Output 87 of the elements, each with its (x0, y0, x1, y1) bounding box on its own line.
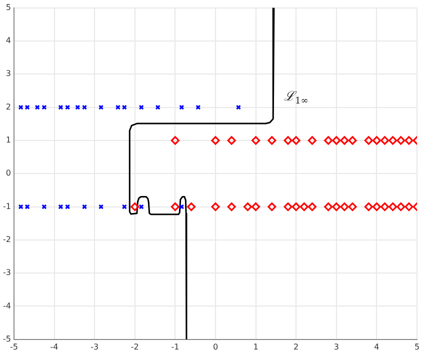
y-tick-label: 5 (6, 2, 11, 12)
point (42, 104, 47, 110)
point (65, 204, 70, 210)
point (179, 204, 184, 210)
point (332, 202, 341, 212)
point (268, 136, 276, 145)
point (75, 104, 80, 110)
x-tick-label: 1 (253, 342, 258, 352)
point (372, 136, 381, 145)
point (122, 204, 127, 210)
point (372, 202, 381, 212)
point (332, 136, 341, 145)
point (388, 202, 398, 212)
x-tick-label: 4 (374, 342, 380, 352)
y-tick-label: -3 (2, 268, 11, 278)
y-tick-label: 0 (6, 168, 11, 178)
point (138, 104, 144, 110)
point (284, 136, 292, 145)
point (227, 136, 236, 145)
point (396, 202, 406, 212)
point (65, 104, 70, 110)
point (388, 136, 398, 145)
y-tick-label: 1 (6, 136, 11, 145)
point (396, 136, 406, 145)
point (236, 104, 242, 110)
point (364, 202, 373, 212)
y-tick-label: 4 (6, 36, 11, 46)
point (58, 104, 64, 110)
point (251, 136, 260, 145)
x-tick-label: -2 (130, 342, 139, 352)
point (179, 104, 184, 110)
point (404, 202, 414, 212)
point (170, 202, 180, 212)
point (364, 136, 373, 145)
x-tick-label: 3 (334, 342, 339, 352)
point (138, 204, 144, 210)
point (340, 136, 349, 145)
point (18, 104, 24, 110)
point (211, 202, 220, 212)
point (24, 104, 30, 110)
point (292, 202, 300, 212)
point (292, 136, 300, 145)
point (122, 104, 127, 110)
point (300, 202, 308, 212)
point (380, 202, 390, 212)
point (155, 104, 160, 110)
point (340, 202, 349, 212)
point (324, 136, 333, 145)
x-tick-label: -3 (90, 342, 99, 352)
y-tick-label: -2 (2, 235, 11, 244)
point (211, 136, 220, 145)
y-tick-label: 3 (6, 69, 11, 78)
point (42, 204, 47, 210)
point (24, 204, 30, 210)
y-tick-label: -4 (2, 301, 11, 310)
point (348, 136, 357, 145)
point (115, 104, 121, 110)
point (82, 104, 88, 110)
point (268, 202, 276, 212)
x-tick-label: -1 (171, 342, 180, 352)
y-tick-label: -1 (2, 202, 11, 211)
point (187, 202, 196, 212)
point (227, 202, 236, 212)
point (284, 202, 292, 212)
x-tick-label: 2 (294, 342, 299, 352)
x-tick-label: -4 (50, 342, 58, 352)
point (308, 202, 317, 212)
point (170, 136, 180, 145)
point (348, 202, 357, 212)
y-tick-label: 2 (6, 102, 11, 112)
y-tick-label: -5 (2, 334, 11, 344)
x-tick-label: 5 (414, 342, 420, 352)
point (130, 202, 140, 212)
point (82, 204, 88, 210)
point (324, 202, 333, 212)
point (18, 204, 24, 210)
point (34, 104, 40, 110)
point (58, 204, 64, 210)
point (98, 204, 104, 210)
point (251, 202, 260, 212)
point (98, 104, 104, 110)
point (380, 136, 390, 145)
point (404, 136, 414, 145)
x-tick-label: 0 (212, 342, 218, 352)
point (308, 136, 317, 145)
point (243, 202, 252, 212)
point (196, 104, 201, 110)
